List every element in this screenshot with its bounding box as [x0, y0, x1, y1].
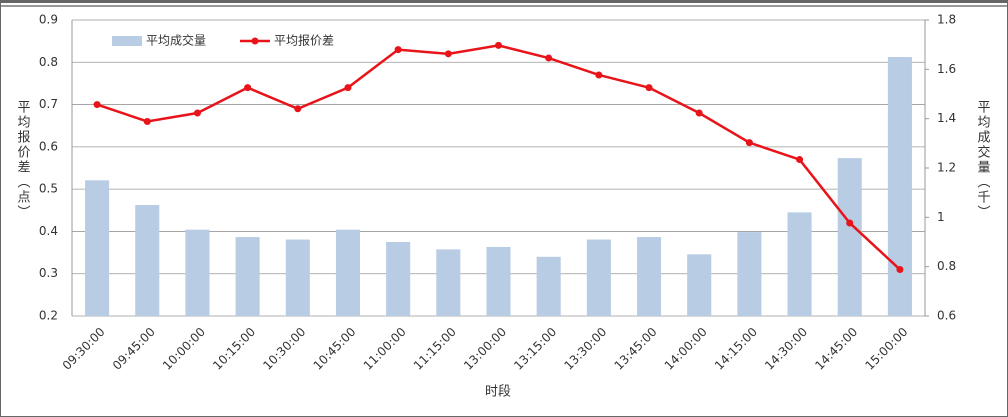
y-tick-label: 0.2	[39, 309, 58, 323]
line-marker	[796, 156, 804, 164]
y-tick-label: 0.9	[39, 13, 58, 27]
x-tick-label: 09:30:00	[60, 325, 108, 373]
line-marker	[193, 109, 201, 117]
line-marker	[545, 54, 553, 62]
y-axis-label: 平均报价差（点）	[15, 100, 31, 220]
line-marker	[344, 84, 352, 92]
line-marker	[495, 41, 502, 49]
line-marker	[846, 219, 854, 227]
y2-tick-label: 1.8	[937, 13, 956, 27]
legend-label: 平均报价差	[274, 33, 334, 48]
bar	[636, 237, 662, 316]
x-tick-label: 11:00:00	[361, 325, 409, 373]
bar	[436, 249, 461, 316]
y-tick-label: 0.8	[39, 55, 58, 69]
y-tick-label: 0.5	[39, 182, 58, 196]
line-marker	[595, 71, 603, 79]
x-tick-label: 14:45:00	[812, 325, 860, 373]
y2-tick-label: 1.6	[937, 62, 956, 76]
bar	[536, 256, 561, 316]
bar	[85, 180, 110, 316]
bar	[787, 212, 812, 316]
x-tick-label: 15:00:00	[862, 325, 910, 373]
line-marker	[394, 46, 402, 54]
line-marker	[444, 50, 452, 58]
bar	[185, 229, 210, 316]
y2-tick-label: 0.8	[937, 259, 956, 273]
x-tick-label: 10:15:00	[210, 325, 258, 373]
line-marker	[896, 265, 904, 273]
y2-tick-label: 1.2	[937, 161, 956, 175]
line	[96, 44, 901, 271]
x-tick-label: 13:00:00	[461, 325, 509, 373]
y2-tick-label: 0.6	[937, 309, 956, 323]
x-tick-label: 14:30:00	[762, 325, 810, 373]
y2-axis-label: 平均成交量（千）	[975, 100, 991, 220]
bar	[486, 246, 511, 316]
y-tick-label: 0.7	[39, 97, 58, 111]
x-axis-label: 时段	[485, 385, 511, 400]
bar	[837, 158, 862, 316]
y-tick-label: 0.3	[39, 266, 58, 280]
bar	[386, 242, 411, 316]
x-tick-label: 10:30:00	[260, 325, 308, 373]
x-tick-label: 13:15:00	[511, 325, 559, 373]
bar	[586, 239, 611, 316]
x-tick-label: 13:30:00	[561, 325, 609, 373]
legend-swatch-marker	[251, 37, 259, 45]
bar	[285, 239, 310, 316]
x-tick-label: 10:00:00	[160, 325, 208, 373]
y2-tick-label: 1	[937, 210, 945, 224]
bar	[887, 57, 912, 316]
bar	[135, 205, 160, 316]
x-tick-label: 09:45:00	[110, 325, 158, 373]
bar	[235, 237, 260, 316]
y-tick-label: 0.6	[39, 139, 58, 153]
x-tick-label: 14:15:00	[712, 325, 760, 373]
line-marker	[143, 117, 151, 125]
x-tick-label: 11:15:00	[411, 325, 459, 373]
bar	[335, 229, 361, 316]
y2-tick-label: 1.4	[937, 111, 956, 125]
legend-label: 平均成交量	[146, 33, 206, 48]
line-marker	[294, 105, 302, 113]
line-marker	[645, 84, 653, 92]
x-tick-label: 13:45:00	[612, 325, 660, 373]
bar	[687, 254, 712, 316]
line-marker	[244, 84, 252, 92]
y-tick-label: 0.4	[39, 224, 58, 238]
line-marker	[745, 139, 753, 147]
bar	[737, 232, 762, 316]
x-tick-label: 10:45:00	[311, 325, 359, 373]
line-marker	[695, 109, 703, 117]
x-tick-label: 14:00:00	[662, 325, 710, 373]
line-marker	[93, 101, 101, 109]
legend-swatch	[112, 36, 142, 46]
